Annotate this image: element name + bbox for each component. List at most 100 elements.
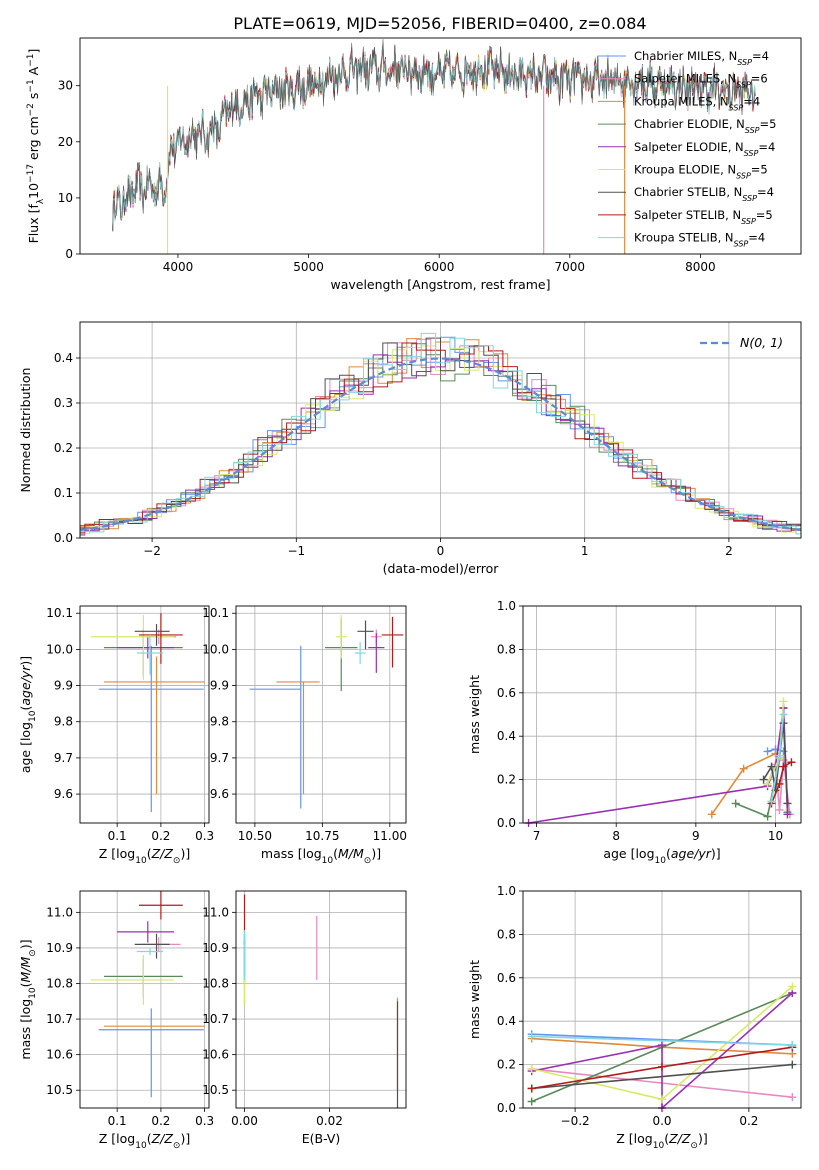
label-part: ⊙: [364, 856, 372, 866]
label-part: )]: [18, 656, 33, 666]
ylabel-z-weight: mass weight: [467, 960, 482, 1039]
line-marker: [767, 797, 776, 806]
label-part: age/yr: [18, 665, 33, 706]
label-part: 10: [653, 1141, 665, 1151]
tick-label-x: 4000: [163, 260, 194, 274]
tick-label-x: 0.1: [108, 829, 127, 843]
label-part: )]: [371, 846, 381, 861]
legend-entry: Kroupa STELIB, NSSP=4: [634, 231, 765, 249]
legend-entry: Salpeter ELODIE, NSSP=4: [634, 140, 775, 158]
tick-label-y: 0.0: [497, 816, 516, 830]
label-part: Z/Z: [151, 846, 174, 861]
label-part: ⊙: [173, 856, 181, 866]
legend-entry: Chabrier ELODIE, NSSP=5: [634, 117, 776, 135]
label-part: )]: [18, 939, 33, 949]
tick-label-x: 10.50: [238, 829, 272, 843]
label-part: Z [log: [616, 1131, 652, 1146]
tick-label-y: 10.1: [202, 606, 229, 620]
label-part: (: [664, 1131, 669, 1146]
label-part: λ: [36, 198, 46, 204]
frame-z-age: [79, 605, 210, 824]
label-part: 10: [28, 710, 38, 722]
tick-label-x: 2: [725, 544, 733, 558]
label-part: ⊙: [28, 949, 38, 957]
legend-sub: SSP: [737, 58, 752, 67]
figure-title: PLATE=0619, MJD=52056, FIBERID=0400, z=0…: [233, 14, 646, 33]
label-part: )]: [180, 1131, 190, 1146]
label-part: Z [log: [99, 846, 135, 861]
label-part: M/M: [18, 956, 33, 982]
line-marker: [775, 805, 784, 814]
errorbars-z-age: [90, 613, 205, 813]
axes-z-weight: −0.2 0.0 0.2 0.0 0.2 0.4 0.6 0.8 1.0: [497, 884, 801, 1128]
axes-age-weight: 7 8 9 10 0.0 0.2 0.4 0.6 0.8 1.0: [497, 599, 801, 843]
line-marker: [767, 762, 776, 771]
tick-label-x: 0.3: [195, 829, 214, 843]
label-part: age/yr: [671, 846, 712, 861]
tick-label-y: 0.0: [497, 1101, 516, 1115]
histogram-series-4: [80, 354, 801, 536]
legend-text: =4: [748, 231, 765, 245]
tick-label-x: 1: [581, 544, 589, 558]
legend-text: Kroupa STELIB, N: [634, 231, 734, 245]
tick-label-y: 10.6: [202, 1048, 229, 1062]
tick-label-y: 10.7: [202, 1012, 229, 1026]
tick-label-y: 0.2: [497, 1058, 516, 1072]
legend-text: =4: [752, 49, 769, 63]
label-part: wavelength [Angstrom, rest frame]: [330, 277, 550, 292]
label-part: (data-model)/error: [383, 561, 500, 576]
line-marker: [788, 1060, 797, 1069]
line-marker: [527, 1064, 536, 1073]
line-series-4: [528, 707, 789, 824]
tick-label-y: 11.0: [46, 905, 73, 919]
tick-label-y: 10.5: [46, 1083, 73, 1097]
tick-label-x: 8000: [685, 260, 716, 274]
label-part: )]: [711, 846, 721, 861]
legend-entry: Chabrier STELIB, NSSP=4: [634, 185, 774, 203]
tick-label-x: 0: [437, 544, 445, 558]
tick-label-x: 0.00: [231, 1114, 258, 1128]
xlabel-residuals: (data-model)/error: [383, 561, 500, 576]
tick-label-x: 0.3: [195, 1114, 214, 1128]
legend-entry: Kroupa MILES, NSSP=4: [634, 94, 760, 112]
tick-label-y: 1.0: [497, 884, 516, 898]
frame-residuals: [79, 321, 802, 539]
tick-label-y: 0.4: [497, 1014, 516, 1028]
label-part: 10: [135, 1141, 147, 1151]
label-part: −1: [26, 54, 36, 67]
label-part: (: [18, 982, 33, 987]
legend-sub: SSP: [729, 103, 744, 112]
tick-label-y: 0.8: [497, 642, 516, 656]
line-marker: [788, 1041, 797, 1050]
legend-text: Salpeter STELIB, N: [634, 208, 741, 222]
label-part: ⊙: [690, 1141, 698, 1151]
tick-label-y: 9.7: [54, 751, 73, 765]
legend-entry: Kroupa ELODIE, NSSP=5: [634, 163, 768, 181]
tick-label-y: 10.9: [46, 941, 73, 955]
errorbars-mass-age: [249, 615, 404, 809]
tick-label-y: 9.8: [54, 715, 73, 729]
legend-entry: Chabrier MILES, NSSP=4: [634, 49, 769, 67]
label-part: mass [log: [261, 846, 322, 861]
legend-text: =5: [751, 163, 768, 177]
label-part: age [log: [18, 722, 33, 773]
tick-label-y: 0.6: [497, 971, 516, 985]
legend-sub: SSP: [736, 80, 751, 89]
tick-label-y: 0.2: [497, 773, 516, 787]
line-marker: [527, 1097, 536, 1106]
tick-label-y: 0.2: [54, 441, 73, 455]
tick-label-y: 0.8: [497, 927, 516, 941]
tick-label-y: 1.0: [497, 599, 516, 613]
histograms: [80, 332, 801, 537]
tick-label-x: −1: [287, 544, 305, 558]
legend-text: =5: [760, 117, 777, 131]
line-series-6: [531, 1063, 793, 1090]
spectrum-series-6: [112, 39, 756, 231]
line-marker: [775, 779, 784, 788]
tick-label-y: 9.7: [210, 751, 229, 765]
tick-label-x: 0.2: [739, 1114, 758, 1128]
tick-label-y: 0.4: [54, 351, 73, 365]
tick-label-x: 8: [612, 829, 620, 843]
